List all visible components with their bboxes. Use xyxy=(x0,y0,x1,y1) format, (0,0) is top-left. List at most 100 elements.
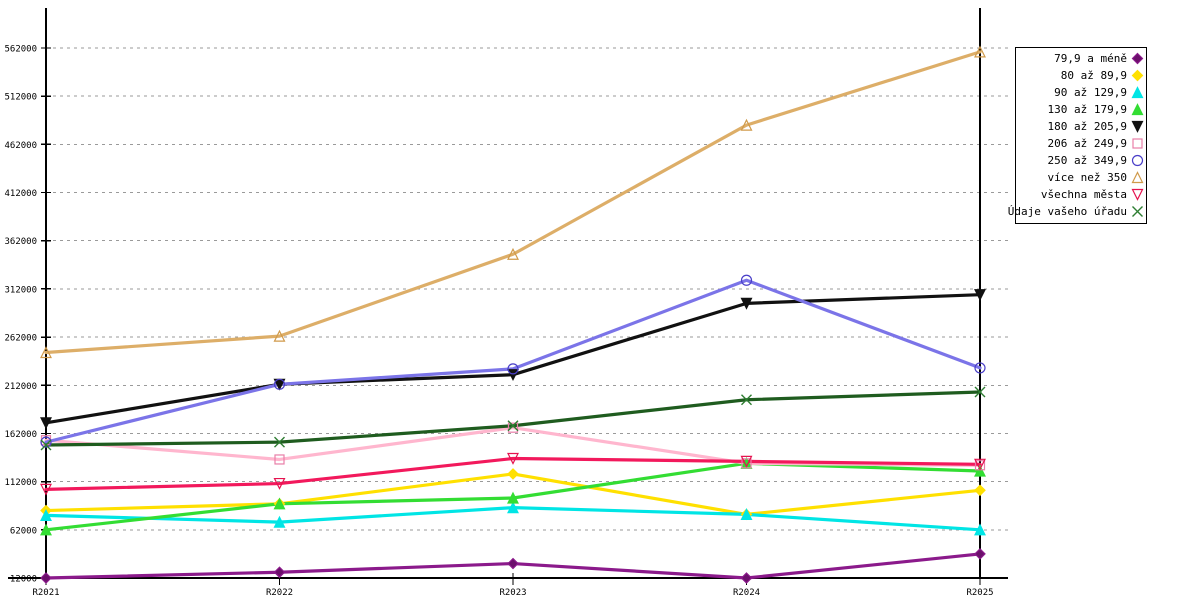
y-tick-label: 162000 xyxy=(4,430,37,440)
series-marker xyxy=(40,439,52,451)
line-chart-svg: 12000 62000 112000 162000 212000 262000 312000… xyxy=(4,8,1008,598)
series-marker xyxy=(974,362,986,374)
series-marker xyxy=(40,346,52,359)
legend-item-label: 130 až 179,9 xyxy=(1047,103,1127,116)
series-marker xyxy=(974,484,986,497)
series-marker xyxy=(273,566,286,579)
series-marker xyxy=(40,572,52,584)
series-marker xyxy=(273,329,286,342)
legend-marker-diamond-icon xyxy=(1131,69,1144,82)
legend-marker-triangle-up-icon xyxy=(1131,171,1144,184)
legend-item[interactable]: Údaje vašeho úřadu xyxy=(1008,203,1144,220)
series-marker xyxy=(507,369,519,382)
legend-item[interactable]: všechna města xyxy=(1018,186,1144,203)
legend-item[interactable]: 80 až 89,9 xyxy=(1018,67,1144,84)
y-tick-label: 412000 xyxy=(4,189,37,199)
chart-legend: 79,9 a méně 80 až 89,9 90 až 129,9 130 až 1… xyxy=(1008,47,1147,224)
series-marker xyxy=(974,523,986,536)
series-marker xyxy=(741,458,752,469)
legend-item-label: 206 až 249,9 xyxy=(1047,137,1127,150)
series-marker xyxy=(974,548,986,560)
series-marker xyxy=(273,497,286,510)
series-marker xyxy=(740,274,753,286)
series-marker xyxy=(974,386,986,398)
series-marker xyxy=(40,436,52,448)
series-marker xyxy=(273,477,286,490)
legend-marker-icon xyxy=(1131,103,1144,116)
series-line xyxy=(44,456,982,491)
legend-item[interactable]: 180 až 205,9 xyxy=(1018,118,1144,135)
y-axis-labels: 12000 62000 112000 162000 212000 262000 312000… xyxy=(4,45,37,585)
legend-item-label: Údaje vašeho úřadu xyxy=(1007,205,1127,218)
x-tick-label: R2024 xyxy=(733,588,760,598)
legend-marker-icon xyxy=(1131,154,1144,167)
series-marker xyxy=(507,420,519,432)
legend-item-label: více než 350 xyxy=(1047,171,1127,184)
y-tick-label: 512000 xyxy=(4,93,37,103)
series-marker xyxy=(974,458,986,471)
legend-item[interactable]: 90 až 129,9 xyxy=(1018,84,1144,101)
axes-group xyxy=(8,8,1008,579)
series-marker xyxy=(740,508,753,520)
legend-item[interactable]: více než 350 xyxy=(1018,169,1144,186)
series-marker xyxy=(507,468,519,480)
legend-marker-triangle-down-icon xyxy=(1131,120,1144,133)
legend-item[interactable]: 250 až 349,9 xyxy=(1018,152,1144,169)
series-marker xyxy=(507,422,519,433)
y-tick-label: 112000 xyxy=(4,478,37,488)
series-marker xyxy=(741,394,752,406)
legend-marker-triangle-up-icon xyxy=(1131,86,1144,99)
legend-marker-circle-icon xyxy=(1131,154,1144,167)
series-marker xyxy=(507,247,519,260)
legend-marker-icon xyxy=(1131,52,1144,65)
series-marker xyxy=(507,491,519,504)
legend-item-label: 180 až 205,9 xyxy=(1047,120,1127,133)
x-tick-label: R2021 xyxy=(32,588,59,598)
y-tick-label: 262000 xyxy=(4,334,37,344)
series-marker xyxy=(740,455,753,468)
legend-marker-x-icon xyxy=(1132,206,1143,217)
series-marker xyxy=(274,436,285,448)
series-marker xyxy=(974,45,986,58)
series-marker xyxy=(974,464,986,477)
series-marker xyxy=(974,289,986,302)
legend-marker-icon xyxy=(1132,206,1143,217)
legend-marker-icon xyxy=(1131,171,1144,184)
series-line xyxy=(44,426,982,467)
series-marker xyxy=(273,515,286,528)
series-marker xyxy=(40,483,52,496)
y-tick-label: 62000 xyxy=(10,526,37,536)
legend-item-label: 80 až 89,9 xyxy=(1060,69,1127,82)
legend-marker-icon xyxy=(1131,69,1144,82)
series-marker xyxy=(40,509,52,521)
y-tick-label: 362000 xyxy=(4,237,37,247)
legend-marker-diamond-icon xyxy=(1131,52,1144,65)
series-line xyxy=(44,50,982,355)
legend-item[interactable]: 130 až 179,9 xyxy=(1018,101,1144,118)
legend-marker-triangle-up-icon xyxy=(1131,103,1144,116)
series-marker xyxy=(40,417,52,430)
legend-marker-icon xyxy=(1131,86,1144,99)
legend-marker-triangle-down-icon xyxy=(1131,188,1144,201)
series-marker xyxy=(740,118,753,131)
legend-item[interactable]: 79,9 a méně xyxy=(1018,50,1144,67)
legend-item[interactable]: 206 až 249,9 xyxy=(1018,135,1144,152)
legend-item-label: 79,9 a méně xyxy=(1054,52,1127,65)
series-marker xyxy=(740,572,753,584)
legend-marker-icon xyxy=(1131,120,1144,133)
gridlines-group xyxy=(46,47,1008,579)
series-marker xyxy=(740,297,753,310)
legend-marker-square-icon xyxy=(1132,138,1143,149)
y-tick-label: 212000 xyxy=(4,382,37,392)
y-tick-label: 562000 xyxy=(4,45,37,55)
x-tick-label: R2022 xyxy=(266,588,293,598)
series-marker xyxy=(507,452,519,465)
series-marker xyxy=(507,557,519,570)
legend-item-label: všechna města xyxy=(1040,188,1127,201)
series-marker xyxy=(273,378,286,390)
series-line xyxy=(44,278,982,444)
y-tick-label: 12000 xyxy=(10,575,37,585)
series-marker xyxy=(274,454,285,465)
y-tick-label: 462000 xyxy=(4,141,37,151)
